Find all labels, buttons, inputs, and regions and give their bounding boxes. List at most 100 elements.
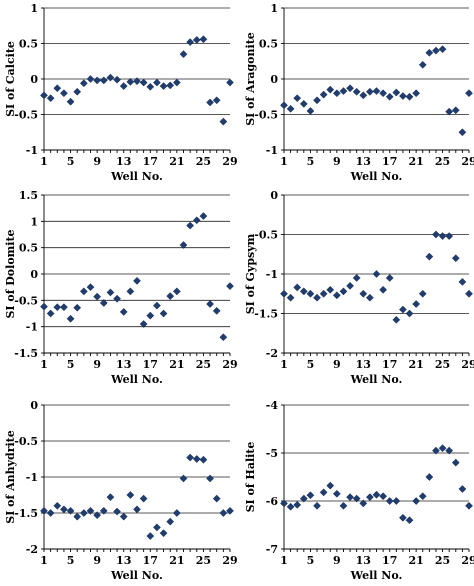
- data-point: [219, 333, 228, 342]
- data-point: [405, 92, 414, 101]
- x-tick-label-7: 29: [222, 155, 237, 168]
- data-point: [359, 289, 368, 298]
- data-point: [99, 299, 108, 307]
- data-point: [313, 293, 321, 302]
- data-point: [319, 289, 328, 298]
- data-point: [366, 493, 374, 502]
- x-tick-label-2: 9: [93, 554, 101, 567]
- data-point: [219, 509, 228, 517]
- x-tick-label-7: 29: [461, 358, 474, 371]
- data-point: [372, 490, 381, 499]
- data-point: [451, 254, 460, 263]
- x-tick-label-6: 25: [435, 155, 450, 168]
- data-point: [425, 48, 434, 57]
- data-point: [172, 287, 181, 296]
- data-point: [40, 506, 48, 515]
- x-tick-label-2: 9: [93, 358, 101, 371]
- x-tick-label-4: 17: [143, 358, 158, 371]
- data-point: [86, 506, 95, 515]
- x-tick-label-0: 1: [280, 554, 288, 567]
- y-tick-label-2: 0: [30, 73, 38, 86]
- data-point: [332, 489, 341, 498]
- x-tick-label-3: 13: [356, 358, 371, 371]
- x-tick-label-4: 17: [143, 155, 158, 168]
- data-point: [412, 300, 421, 308]
- x-axis-title: Well No.: [350, 170, 403, 183]
- data-point: [418, 60, 427, 69]
- x-tick-label-2: 9: [333, 155, 341, 168]
- data-point: [46, 509, 55, 517]
- data-point: [458, 278, 467, 286]
- data-point: [412, 89, 421, 98]
- data-point: [186, 221, 195, 230]
- data-point: [306, 491, 315, 500]
- x-tick-label-5: 21: [408, 554, 423, 567]
- y-tick-label-2: -0.5: [14, 294, 38, 307]
- y-tick-label-4: 1: [30, 2, 38, 15]
- data-point: [119, 308, 128, 316]
- data-point: [53, 501, 62, 510]
- data-point: [86, 75, 95, 83]
- data-point: [432, 230, 440, 239]
- data-point: [212, 96, 221, 105]
- data-point: [133, 505, 141, 514]
- y-tick-label-3: 0: [30, 268, 38, 281]
- chart-panel-3: -1.5 -1 -0.5 0 0.5 1 1.5 1 5 9 13 17 21 25 29 Well No. S…: [4, 189, 238, 386]
- data-point: [399, 513, 407, 522]
- data-point: [280, 101, 288, 110]
- data-point: [79, 79, 88, 88]
- data-point: [166, 81, 175, 90]
- data-point: [332, 89, 341, 98]
- x-axis-title: Well No.: [110, 170, 163, 183]
- data-point: [299, 99, 308, 108]
- data-point: [46, 94, 55, 103]
- data-point: [451, 458, 460, 467]
- data-point: [313, 96, 321, 105]
- y-tick-label-1: -0.5: [14, 109, 38, 122]
- data-point: [66, 97, 75, 106]
- data-point: [346, 493, 354, 502]
- y-tick-label-1: -0.5: [254, 109, 278, 122]
- y-tick-label-3: -0.5: [14, 435, 38, 448]
- data-point: [159, 82, 168, 90]
- data-point: [319, 90, 328, 99]
- x-tick-label-0: 1: [40, 554, 48, 567]
- data-point: [366, 293, 374, 302]
- data-point: [385, 92, 394, 101]
- data-point: [119, 82, 128, 90]
- data-point: [438, 232, 447, 240]
- data-point: [166, 517, 175, 526]
- data-point: [172, 78, 181, 87]
- data-point: [146, 82, 155, 91]
- x-tick-label-0: 1: [40, 358, 48, 371]
- y-tick-label-3: -4: [266, 399, 279, 412]
- data-point: [458, 485, 467, 493]
- data-point: [352, 87, 361, 96]
- data-point: [359, 499, 368, 508]
- data-point: [418, 492, 427, 501]
- data-point: [293, 500, 302, 509]
- x-tick-label-3: 13: [356, 554, 371, 567]
- x-tick-label-6: 25: [435, 358, 450, 371]
- y-tick-label-0: -1.5: [14, 347, 38, 360]
- data-point: [206, 98, 214, 107]
- data-point: [359, 91, 368, 100]
- x-tick-label-2: 9: [93, 155, 101, 168]
- y-axis-title: SI of Halite: [244, 442, 257, 513]
- data-point: [425, 252, 434, 261]
- data-point: [399, 305, 407, 314]
- y-tick-label-4: 0.5: [19, 242, 38, 255]
- data-point: [385, 274, 394, 282]
- data-point: [179, 50, 188, 59]
- data-point: [99, 506, 108, 515]
- data-point: [379, 89, 387, 98]
- data-point: [206, 474, 214, 483]
- data-point: [432, 446, 440, 455]
- data-point: [465, 289, 473, 298]
- data-point: [445, 446, 454, 455]
- data-point: [392, 88, 401, 97]
- data-point: [432, 46, 440, 55]
- data-point: [153, 301, 161, 310]
- data-point: [379, 492, 387, 501]
